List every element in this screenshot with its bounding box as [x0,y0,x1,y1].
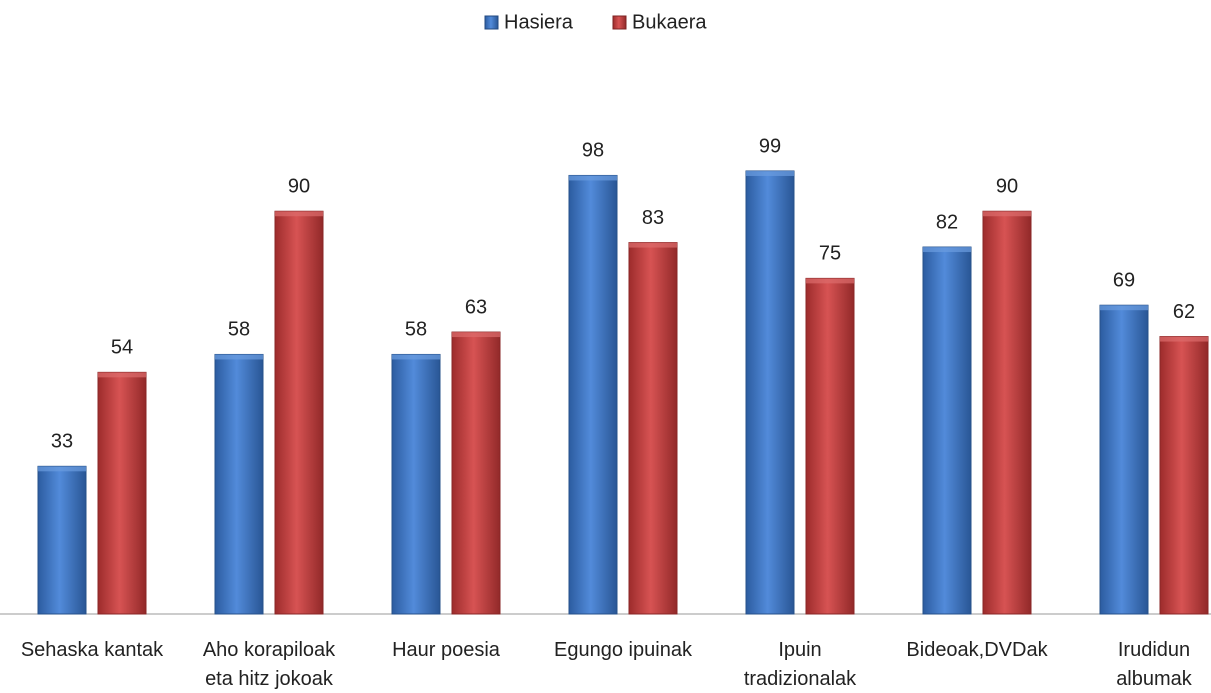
bar-cap [275,211,323,217]
legend-swatch [484,15,499,30]
data-label: 82 [936,211,958,233]
x-tick-label: Bideoak,DVDak [906,639,1048,661]
bar [97,371,147,615]
bar-cap [923,247,971,253]
bar [922,246,972,615]
x-tick-label: Sehaska kantak [20,639,164,661]
data-label: 58 [405,319,427,341]
data-label: 98 [582,140,604,162]
bar-cap [392,354,440,360]
bar-cap [569,175,617,181]
bar-cap [806,278,854,284]
legend-label: Bukaera [632,11,707,33]
bar-cap [38,466,86,472]
data-label: 90 [996,176,1018,198]
data-label: 99 [759,135,781,157]
data-label: 58 [228,319,250,341]
bar [37,465,87,615]
data-label: 63 [465,296,487,318]
legend-label: Hasiera [504,11,574,33]
bar-cap [746,170,794,176]
bar [274,210,324,615]
bar [982,210,1032,615]
data-label: 33 [51,431,73,453]
bar [745,170,795,615]
data-label: 90 [288,176,310,198]
bar [1099,304,1149,615]
bar [391,353,441,615]
bar-cap [1100,305,1148,311]
bar-cap [215,354,263,360]
x-tick-label: Haur poesia [392,639,500,661]
bar [805,277,855,615]
bar-cap [452,332,500,338]
bar-cap [1160,336,1208,342]
data-label: 83 [642,207,664,229]
bar-cap [983,211,1031,217]
data-label: 62 [1173,301,1195,323]
bar [628,242,678,615]
data-label: 69 [1113,270,1135,292]
x-tick-label: Ipuin tradizionalak [743,639,857,690]
x-tick-label: Irudidun albumak [1116,639,1192,690]
data-label: 75 [819,243,841,265]
bar [451,331,501,615]
x-tick-label: Aho korapiloak eta hitz jokoak [202,639,336,690]
bar-cap [98,372,146,378]
bar [1159,336,1209,615]
x-tick-label: Egungo ipuinak [554,639,692,661]
bar [568,174,618,615]
legend-swatch [612,15,627,30]
bar-cap [629,242,677,248]
data-label: 54 [111,337,133,359]
bar [214,353,264,615]
